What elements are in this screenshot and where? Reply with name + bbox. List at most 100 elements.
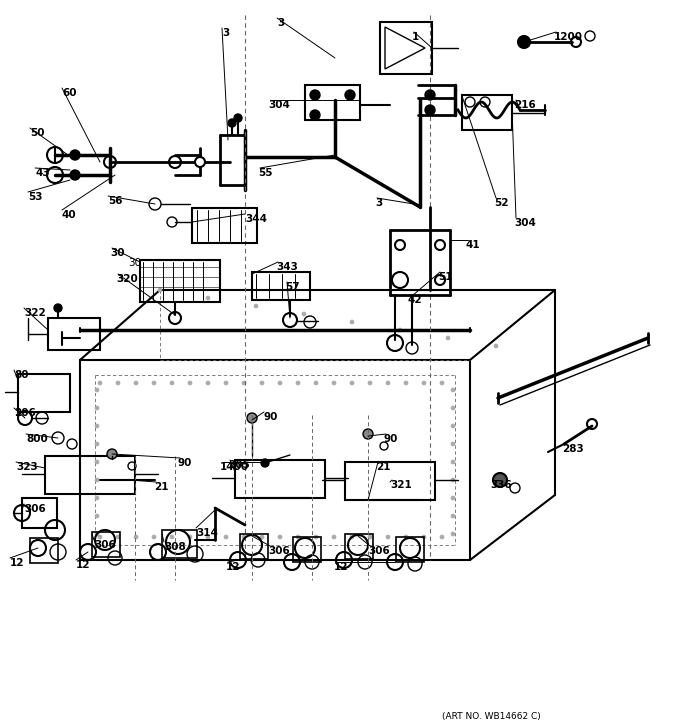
Text: 12: 12 xyxy=(76,560,90,570)
Text: 320: 320 xyxy=(116,274,138,284)
Bar xyxy=(305,85,360,120)
Text: 336: 336 xyxy=(490,480,512,490)
Bar xyxy=(192,208,257,243)
Circle shape xyxy=(206,535,210,539)
Circle shape xyxy=(206,296,210,300)
Text: 51: 51 xyxy=(438,272,452,282)
Circle shape xyxy=(451,388,455,392)
Circle shape xyxy=(98,535,102,539)
Circle shape xyxy=(332,381,336,385)
Circle shape xyxy=(332,535,336,539)
Circle shape xyxy=(188,381,192,385)
Circle shape xyxy=(451,478,455,482)
Circle shape xyxy=(451,406,455,410)
Circle shape xyxy=(95,496,99,500)
Bar xyxy=(396,537,424,562)
Bar xyxy=(30,538,58,563)
Text: 21: 21 xyxy=(154,482,169,492)
Circle shape xyxy=(95,460,99,464)
Circle shape xyxy=(310,90,320,100)
Text: 41: 41 xyxy=(466,240,481,250)
Circle shape xyxy=(398,328,402,332)
Circle shape xyxy=(493,473,507,487)
Bar xyxy=(462,95,512,130)
Text: 800: 800 xyxy=(26,434,48,444)
Circle shape xyxy=(234,114,242,122)
Circle shape xyxy=(451,460,455,464)
Bar xyxy=(162,530,197,558)
Circle shape xyxy=(302,312,306,316)
Circle shape xyxy=(70,170,80,180)
Circle shape xyxy=(116,535,120,539)
Text: 343: 343 xyxy=(276,262,298,272)
Text: 344: 344 xyxy=(245,214,267,224)
Text: 40: 40 xyxy=(62,210,77,220)
Text: 30: 30 xyxy=(110,248,124,258)
Bar xyxy=(235,460,325,498)
Text: 283: 283 xyxy=(562,444,583,454)
Circle shape xyxy=(116,381,120,385)
Text: 90: 90 xyxy=(384,434,398,444)
Text: 306: 306 xyxy=(368,546,390,556)
Text: 314: 314 xyxy=(196,528,218,538)
Text: 30: 30 xyxy=(128,258,141,268)
Circle shape xyxy=(224,535,228,539)
Bar xyxy=(240,534,268,559)
Bar xyxy=(48,318,100,350)
Bar xyxy=(22,498,57,528)
Circle shape xyxy=(278,535,282,539)
Circle shape xyxy=(152,381,156,385)
Text: 21: 21 xyxy=(376,462,390,472)
Circle shape xyxy=(95,532,99,536)
Circle shape xyxy=(242,535,246,539)
Circle shape xyxy=(95,442,99,446)
Text: 304: 304 xyxy=(514,218,536,228)
Text: 1200: 1200 xyxy=(554,32,583,42)
Text: 50: 50 xyxy=(30,128,44,138)
Circle shape xyxy=(95,406,99,410)
Text: 90: 90 xyxy=(264,412,278,422)
Circle shape xyxy=(451,496,455,500)
Circle shape xyxy=(422,381,426,385)
Text: 12: 12 xyxy=(226,562,241,572)
Circle shape xyxy=(386,535,390,539)
Bar xyxy=(380,22,432,74)
Text: 3: 3 xyxy=(222,28,229,38)
Circle shape xyxy=(242,381,246,385)
Bar xyxy=(345,534,373,559)
Text: (ART NO. WB14662 C): (ART NO. WB14662 C) xyxy=(442,712,541,721)
Text: 52: 52 xyxy=(494,198,509,208)
Text: 206: 206 xyxy=(14,408,36,418)
Circle shape xyxy=(195,157,205,167)
Text: 1: 1 xyxy=(412,32,420,42)
Text: 12: 12 xyxy=(334,562,348,572)
Circle shape xyxy=(368,535,372,539)
Circle shape xyxy=(224,381,228,385)
Text: 306: 306 xyxy=(94,540,116,550)
Text: 305: 305 xyxy=(228,460,250,470)
Text: 43: 43 xyxy=(35,168,50,178)
Circle shape xyxy=(404,381,408,385)
Circle shape xyxy=(451,442,455,446)
Text: 12: 12 xyxy=(10,558,24,568)
Circle shape xyxy=(350,320,354,324)
Circle shape xyxy=(425,90,435,100)
Circle shape xyxy=(446,336,450,340)
Circle shape xyxy=(158,288,162,292)
Circle shape xyxy=(404,535,408,539)
Circle shape xyxy=(440,381,444,385)
Circle shape xyxy=(254,304,258,308)
Circle shape xyxy=(314,381,318,385)
Text: 306: 306 xyxy=(24,504,46,514)
Bar xyxy=(252,272,310,300)
Text: 80: 80 xyxy=(14,370,29,380)
Circle shape xyxy=(206,381,210,385)
Circle shape xyxy=(98,381,102,385)
Text: 60: 60 xyxy=(62,88,76,98)
Circle shape xyxy=(278,381,282,385)
Text: 321: 321 xyxy=(390,480,412,490)
Text: 57: 57 xyxy=(285,282,300,292)
Circle shape xyxy=(134,535,138,539)
Bar xyxy=(293,537,321,562)
Text: 56: 56 xyxy=(108,196,122,206)
